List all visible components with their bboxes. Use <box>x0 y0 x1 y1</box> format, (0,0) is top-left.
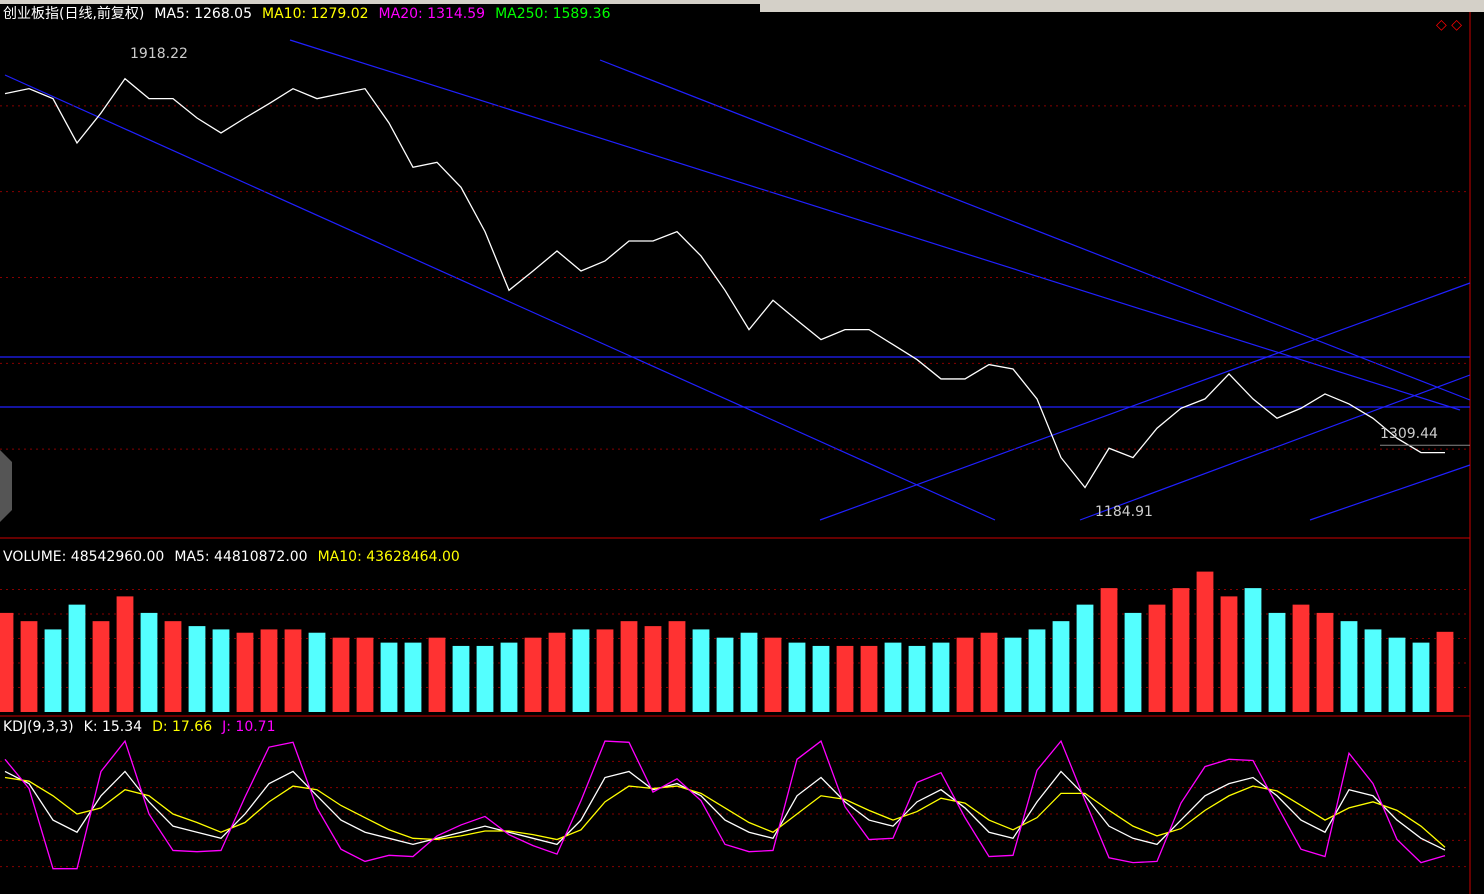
volume-bar <box>1388 637 1406 712</box>
indicator-label: MA250: 1589.36 <box>495 6 611 22</box>
indicator-label: MA5: 1268.05 <box>154 6 252 22</box>
volume-bar <box>1124 612 1142 712</box>
label-bg <box>0 719 760 735</box>
volume-bar <box>1028 629 1046 712</box>
volume-bar <box>860 645 878 712</box>
volume-bar <box>0 612 14 712</box>
legend-entry: J: 10.71 <box>221 719 275 735</box>
volume-bar <box>188 626 206 712</box>
volume-bar <box>1148 604 1166 712</box>
volume-bar <box>140 612 158 712</box>
volume-bar <box>1292 604 1310 712</box>
series-line <box>4 77 1445 489</box>
high-label: 1918.22 <box>130 46 188 62</box>
panel-title: KDJ(9,3,3) <box>3 719 74 735</box>
volume-bar <box>44 629 62 712</box>
volume-bar <box>740 632 758 712</box>
panel-title: VOLUME: 48542960.00 <box>3 549 164 565</box>
volume-bar <box>836 645 854 712</box>
volume-bar <box>1100 588 1118 712</box>
label-bg <box>0 549 760 565</box>
volume-bar <box>572 629 590 712</box>
volume-bar <box>980 632 998 712</box>
volume-bar <box>1004 637 1022 712</box>
indicator-label: MA10: 1279.02 <box>262 6 369 22</box>
volume-bar <box>884 642 902 712</box>
series-line <box>4 770 1446 851</box>
volume-bar <box>332 637 350 712</box>
volume-bar <box>164 621 182 712</box>
indicator-label: MA10: 43628464.00 <box>318 549 460 565</box>
volume-bar <box>452 645 470 712</box>
volume-bar <box>1268 612 1286 712</box>
volume-bar <box>1052 621 1070 712</box>
volume-bar <box>428 637 446 712</box>
volume-bar <box>524 637 542 712</box>
volume-bar <box>620 621 638 712</box>
volume-bar <box>236 632 254 712</box>
volume-bar <box>1244 588 1262 712</box>
volume-bar <box>644 626 662 712</box>
volume-bar <box>500 642 518 712</box>
volume-bar <box>404 642 422 712</box>
volume-bar <box>1220 596 1238 712</box>
volume-bar <box>908 645 926 712</box>
volume-bar <box>548 632 566 712</box>
volume-bar <box>596 629 614 712</box>
volume-bar <box>116 596 134 712</box>
volume-bar <box>932 642 950 712</box>
volume-bar <box>212 629 230 712</box>
series-line <box>4 776 1446 848</box>
volume-bar <box>92 621 110 712</box>
volume-bar <box>1172 588 1190 712</box>
legend-entry: K: 15.34 <box>84 719 143 735</box>
volume-bar <box>1076 604 1094 712</box>
legend-entry: D: 17.66 <box>152 719 212 735</box>
volume-bar <box>284 629 302 712</box>
panel-icon[interactable]: ◇ ◇ <box>1436 17 1462 33</box>
volume-bar <box>1316 612 1334 712</box>
volume-bar <box>1436 631 1454 712</box>
indicator-label: MA20: 1314.59 <box>379 6 486 22</box>
volume-bar <box>380 642 398 712</box>
volume-bar <box>308 632 326 712</box>
side-tab[interactable] <box>0 450 12 522</box>
volume-bar <box>668 621 686 712</box>
series-line <box>4 739 1446 870</box>
volume-bar <box>260 629 278 712</box>
volume-bar <box>1412 642 1430 712</box>
volume-bar <box>716 637 734 712</box>
panel-title: 创业板指(日线,前复权) <box>3 5 144 22</box>
volume-bar <box>788 642 806 712</box>
last-price-label: 1309.44 <box>1380 426 1438 442</box>
volume-bar <box>1196 571 1214 712</box>
label-bg <box>0 4 760 20</box>
volume-bar <box>1364 629 1382 712</box>
volume-bar <box>812 645 830 712</box>
indicator-label: MA5: 44810872.00 <box>174 549 307 565</box>
volume-bar <box>1340 621 1358 712</box>
volume-bar <box>20 621 38 712</box>
trend-lines <box>0 39 1471 521</box>
volume-bar <box>356 637 374 712</box>
volume-bar <box>476 645 494 712</box>
volume-bar <box>764 637 782 712</box>
volume-bar <box>68 604 86 712</box>
low-label: 1184.91 <box>1095 504 1153 520</box>
volume-bar <box>692 629 710 712</box>
volume-bar <box>956 637 974 712</box>
